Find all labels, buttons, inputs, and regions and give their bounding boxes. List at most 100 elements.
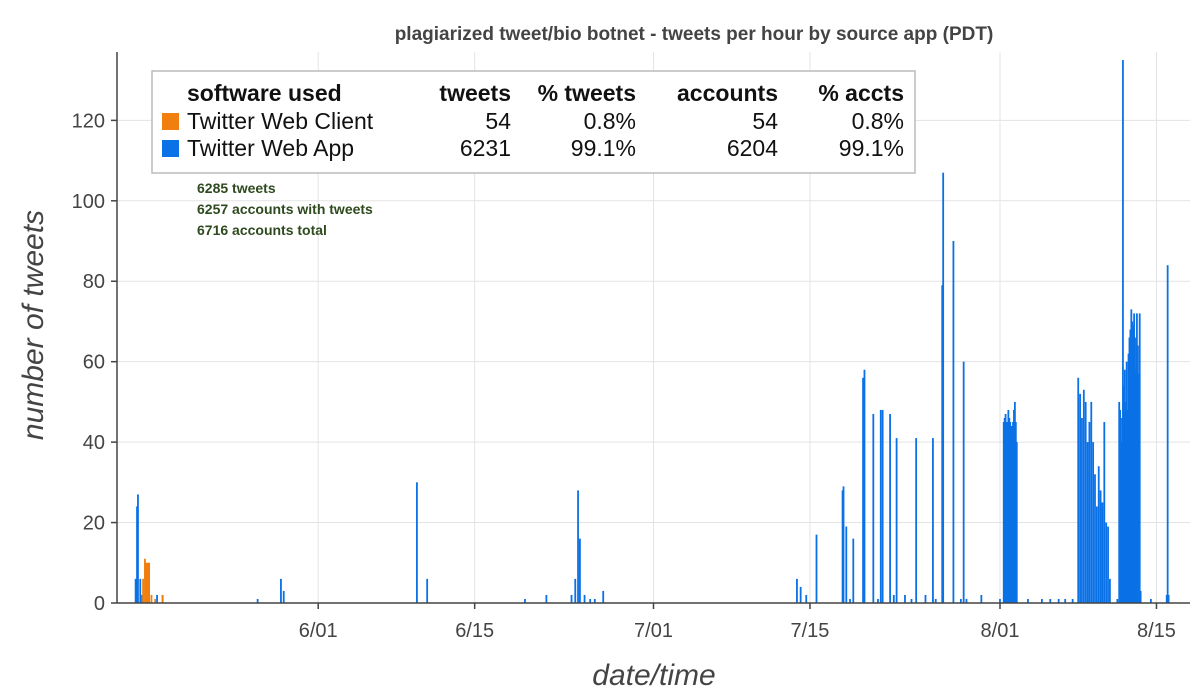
bar-web-app [799,586,802,603]
bar-web-app [1126,409,1129,603]
bar-web-client [145,562,148,603]
bar-web-app [1128,337,1131,603]
bar-web-app [1103,422,1106,603]
bar-web-app [1132,325,1135,603]
bar-web-app [1057,598,1060,603]
bar-web-app [1082,389,1085,603]
stat-total-tweets: 6285 tweets [197,180,276,196]
bar-web-app [1090,401,1093,603]
legend-header-pct-accts: % accts [818,80,904,106]
bar-web-app [1005,422,1008,603]
bar-web-app [1134,337,1136,603]
bar-web-app [1084,401,1087,603]
bar-web-app [941,285,944,603]
stat-accounts-with-tweets: 6257 accounts with tweets [197,201,373,217]
x-tick-label: 6/15 [455,620,494,642]
bar-web-app [842,486,845,603]
bar-web-app [999,598,1001,603]
bar-web-app [593,598,596,603]
bar-web-app [426,578,429,603]
legend-row-web-app-name: Twitter Web App [187,135,354,161]
bar-web-app [980,594,983,603]
bar-web-app [1127,353,1130,603]
bar-web-app [1071,598,1074,603]
bar-web-app [524,598,526,603]
bar-web-app [872,413,875,603]
bar-web-app [1012,422,1014,603]
bar-web-client [144,558,146,603]
bar-web-app [889,413,891,603]
bar-web-app [924,594,927,603]
legend-row-web-app-pct-tweets: 99.1% [571,135,636,161]
bar-web-app [1002,422,1005,603]
bar-web-app [1133,313,1136,603]
bar-web-app [139,578,142,603]
bar-web-app [942,172,945,603]
legend-row-web-client-pct-tweets: 0.8% [584,108,636,134]
bar-web-app [841,490,844,603]
bar-web-client [154,598,157,603]
bar-web-app [1013,401,1016,603]
bar-web-app [1138,313,1141,603]
bar-web-app [1121,417,1123,603]
bar-web-client [148,562,151,603]
bar-web-app [1004,413,1007,603]
legend-header-tweets: tweets [439,80,511,106]
legend-header-software: software used [187,80,342,106]
x-tick-label: 6/01 [299,620,338,642]
bar-web-app [1079,393,1081,603]
bar-web-app [1167,594,1170,603]
bar-web-app [1122,60,1124,604]
bar-web-app [959,598,962,603]
bar-web-app [141,594,144,603]
bar-web-app [895,438,898,603]
bar-web-app [416,482,418,603]
bar-web-app [815,534,818,603]
bar-web-app [1166,265,1169,603]
x-tick-label: 7/15 [791,620,830,642]
bar-web-app [934,598,937,603]
bar-web-app [952,241,955,603]
bar-web-app [1006,422,1009,603]
bar-web-app [910,598,913,603]
bar-web-app [1118,401,1121,603]
bar-web-app [136,506,138,603]
bar-web-app [1119,409,1122,603]
bar-web-app [1122,385,1125,603]
bar-web-app [1137,373,1140,603]
bar-web-client [161,594,164,603]
bar-web-app [1136,313,1138,603]
bar-web-app [602,590,605,603]
bar-web-app [1095,506,1098,603]
legend-swatch-web-app [162,140,179,157]
x-tick-label: 7/01 [634,620,673,642]
bar-web-app [1116,598,1119,603]
bar-web-app [1092,442,1095,603]
legend-row-web-client-pct-accts: 0.8% [852,108,904,134]
bar-web-app [1010,426,1013,603]
bar-web-app [1041,598,1043,603]
legend: software used tweets % tweets accounts %… [151,70,916,174]
bar-web-app [1009,422,1012,603]
legend-row-web-client-name: Twitter Web Client [187,108,374,134]
bar-web-app [137,494,139,603]
bar-web-app [1165,594,1168,603]
bar-web-app [962,361,965,603]
bar-web-app [545,594,548,603]
bar-web-app [1135,369,1137,603]
legend-swatch-web-client [162,113,179,130]
y-tick-label: 100 [72,191,105,213]
bar-web-app [877,598,879,603]
bar-web-app [805,594,808,603]
bar-web-app [1124,401,1127,603]
bar-web-app [852,538,855,603]
bar-web-app [1027,598,1029,603]
bar-web-app [1064,598,1067,603]
y-tick-label: 80 [83,271,105,293]
x-axis-title: date/time [592,659,715,692]
legend-box [151,70,916,174]
bar-web-client [150,594,153,603]
bar-web-app [574,578,577,603]
bar-web-app [845,526,848,603]
